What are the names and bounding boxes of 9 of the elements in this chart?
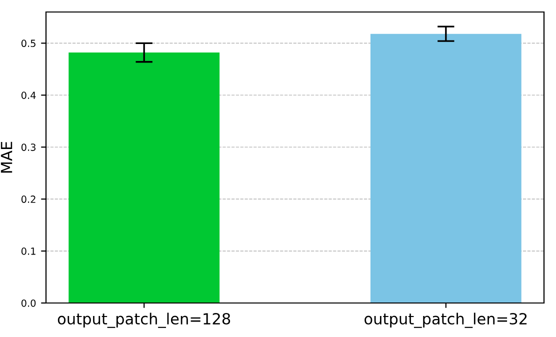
- x-tick-label: output_patch_len=128: [58, 312, 230, 328]
- y-tick-label: 0.3: [21, 144, 36, 151]
- y-tick-label: 0.1: [21, 248, 36, 255]
- y-tick-label: 0.4: [21, 92, 36, 99]
- x-tick-label: output_patch_len=32: [364, 312, 527, 328]
- y-tick-label: 0.0: [21, 299, 36, 307]
- y-tick-label: 0.2: [21, 196, 36, 203]
- y-tick-label: 0.5: [21, 40, 36, 48]
- y-axis-title: MAE: [0, 142, 12, 173]
